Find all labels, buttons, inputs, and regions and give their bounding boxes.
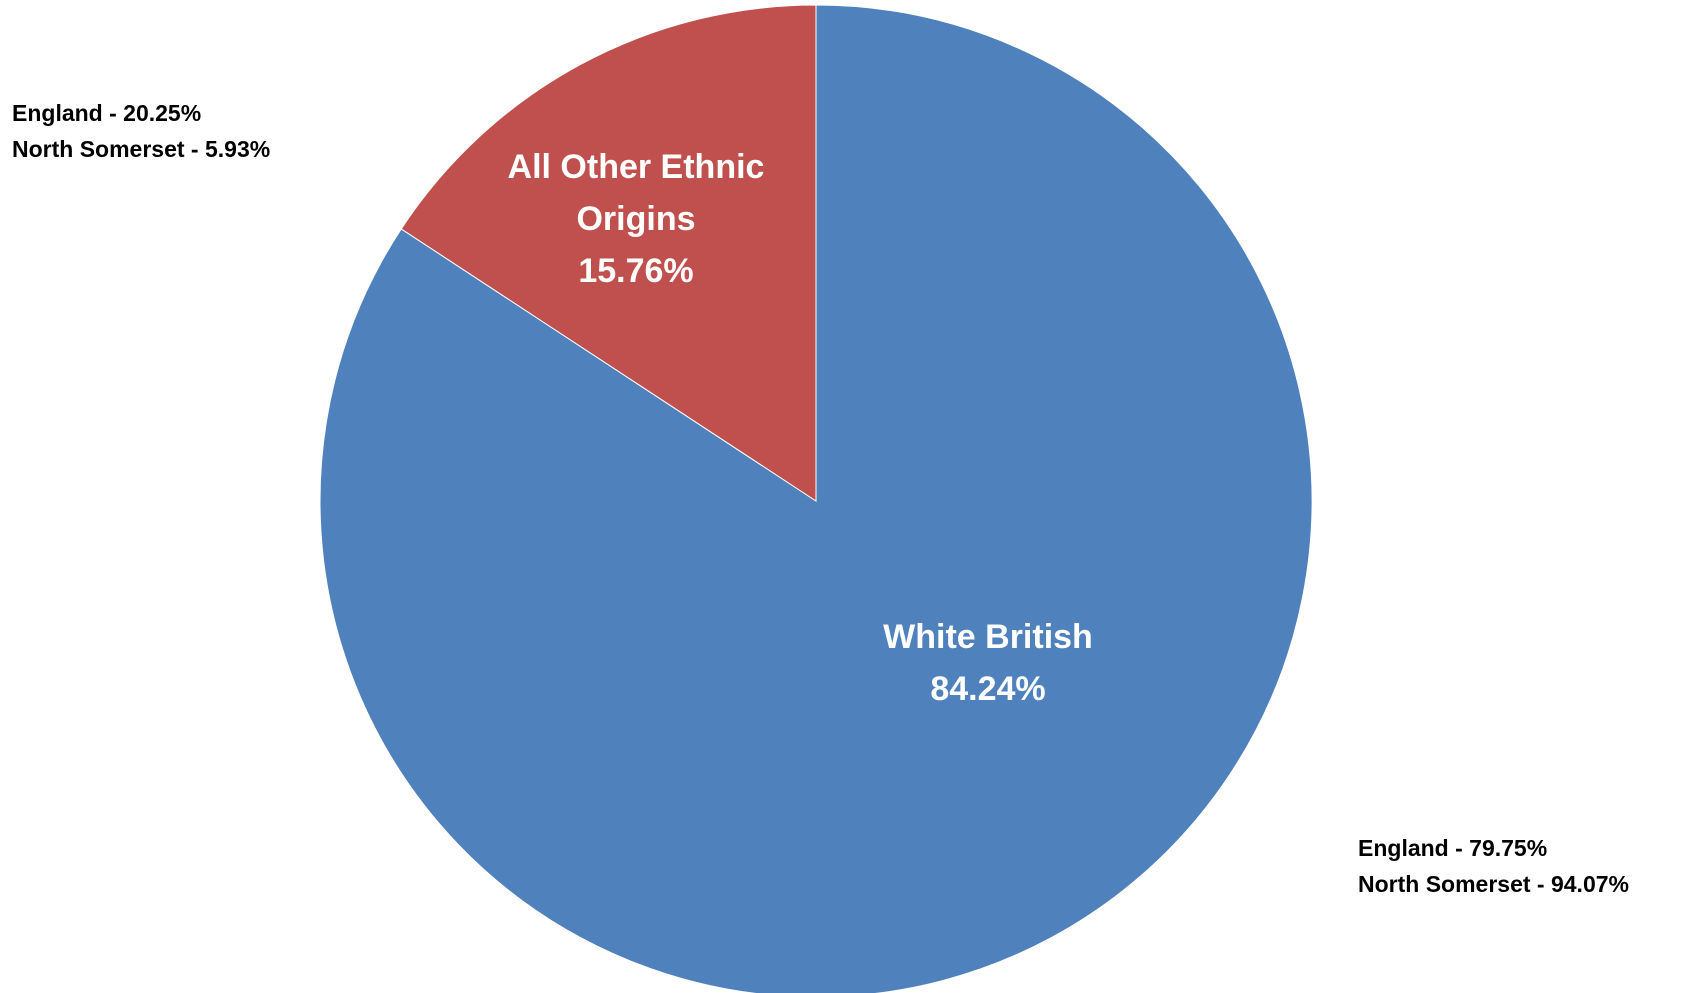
pie-slice-value-label: 84.24% [930,670,1045,708]
annotation-white-england: England - 79.75% [1358,835,1548,861]
pie-slice-category-label: Origins [576,200,695,238]
pie-slice-category-label: All Other Ethnic [508,148,765,186]
pie-slice-1 [400,4,817,502]
pie-slice-label-1: All Other Ethnic Origins 15.76% [508,148,765,290]
pie-slice-value-label: 15.76% [578,252,693,290]
annotation-other-north-somerset: North Somerset - 5.93% [12,136,271,162]
pie-slices [319,4,1313,993]
pie-slice-label-0: White British 84.24% [883,618,1093,708]
annotation-white-north-somerset: North Somerset - 94.07% [1358,871,1629,897]
pie-slice-labels: White British 84.24% All Other Ethnic Origi… [508,148,1093,708]
pie-slice-category-label: White British [883,618,1093,656]
annotation-white-british: England - 79.75% North Somerset - 94.07% [1358,830,1629,902]
annotation-other-origins: England - 20.25% North Somerset - 5.93% [12,95,270,167]
annotation-other-england: England - 20.25% [12,100,202,126]
